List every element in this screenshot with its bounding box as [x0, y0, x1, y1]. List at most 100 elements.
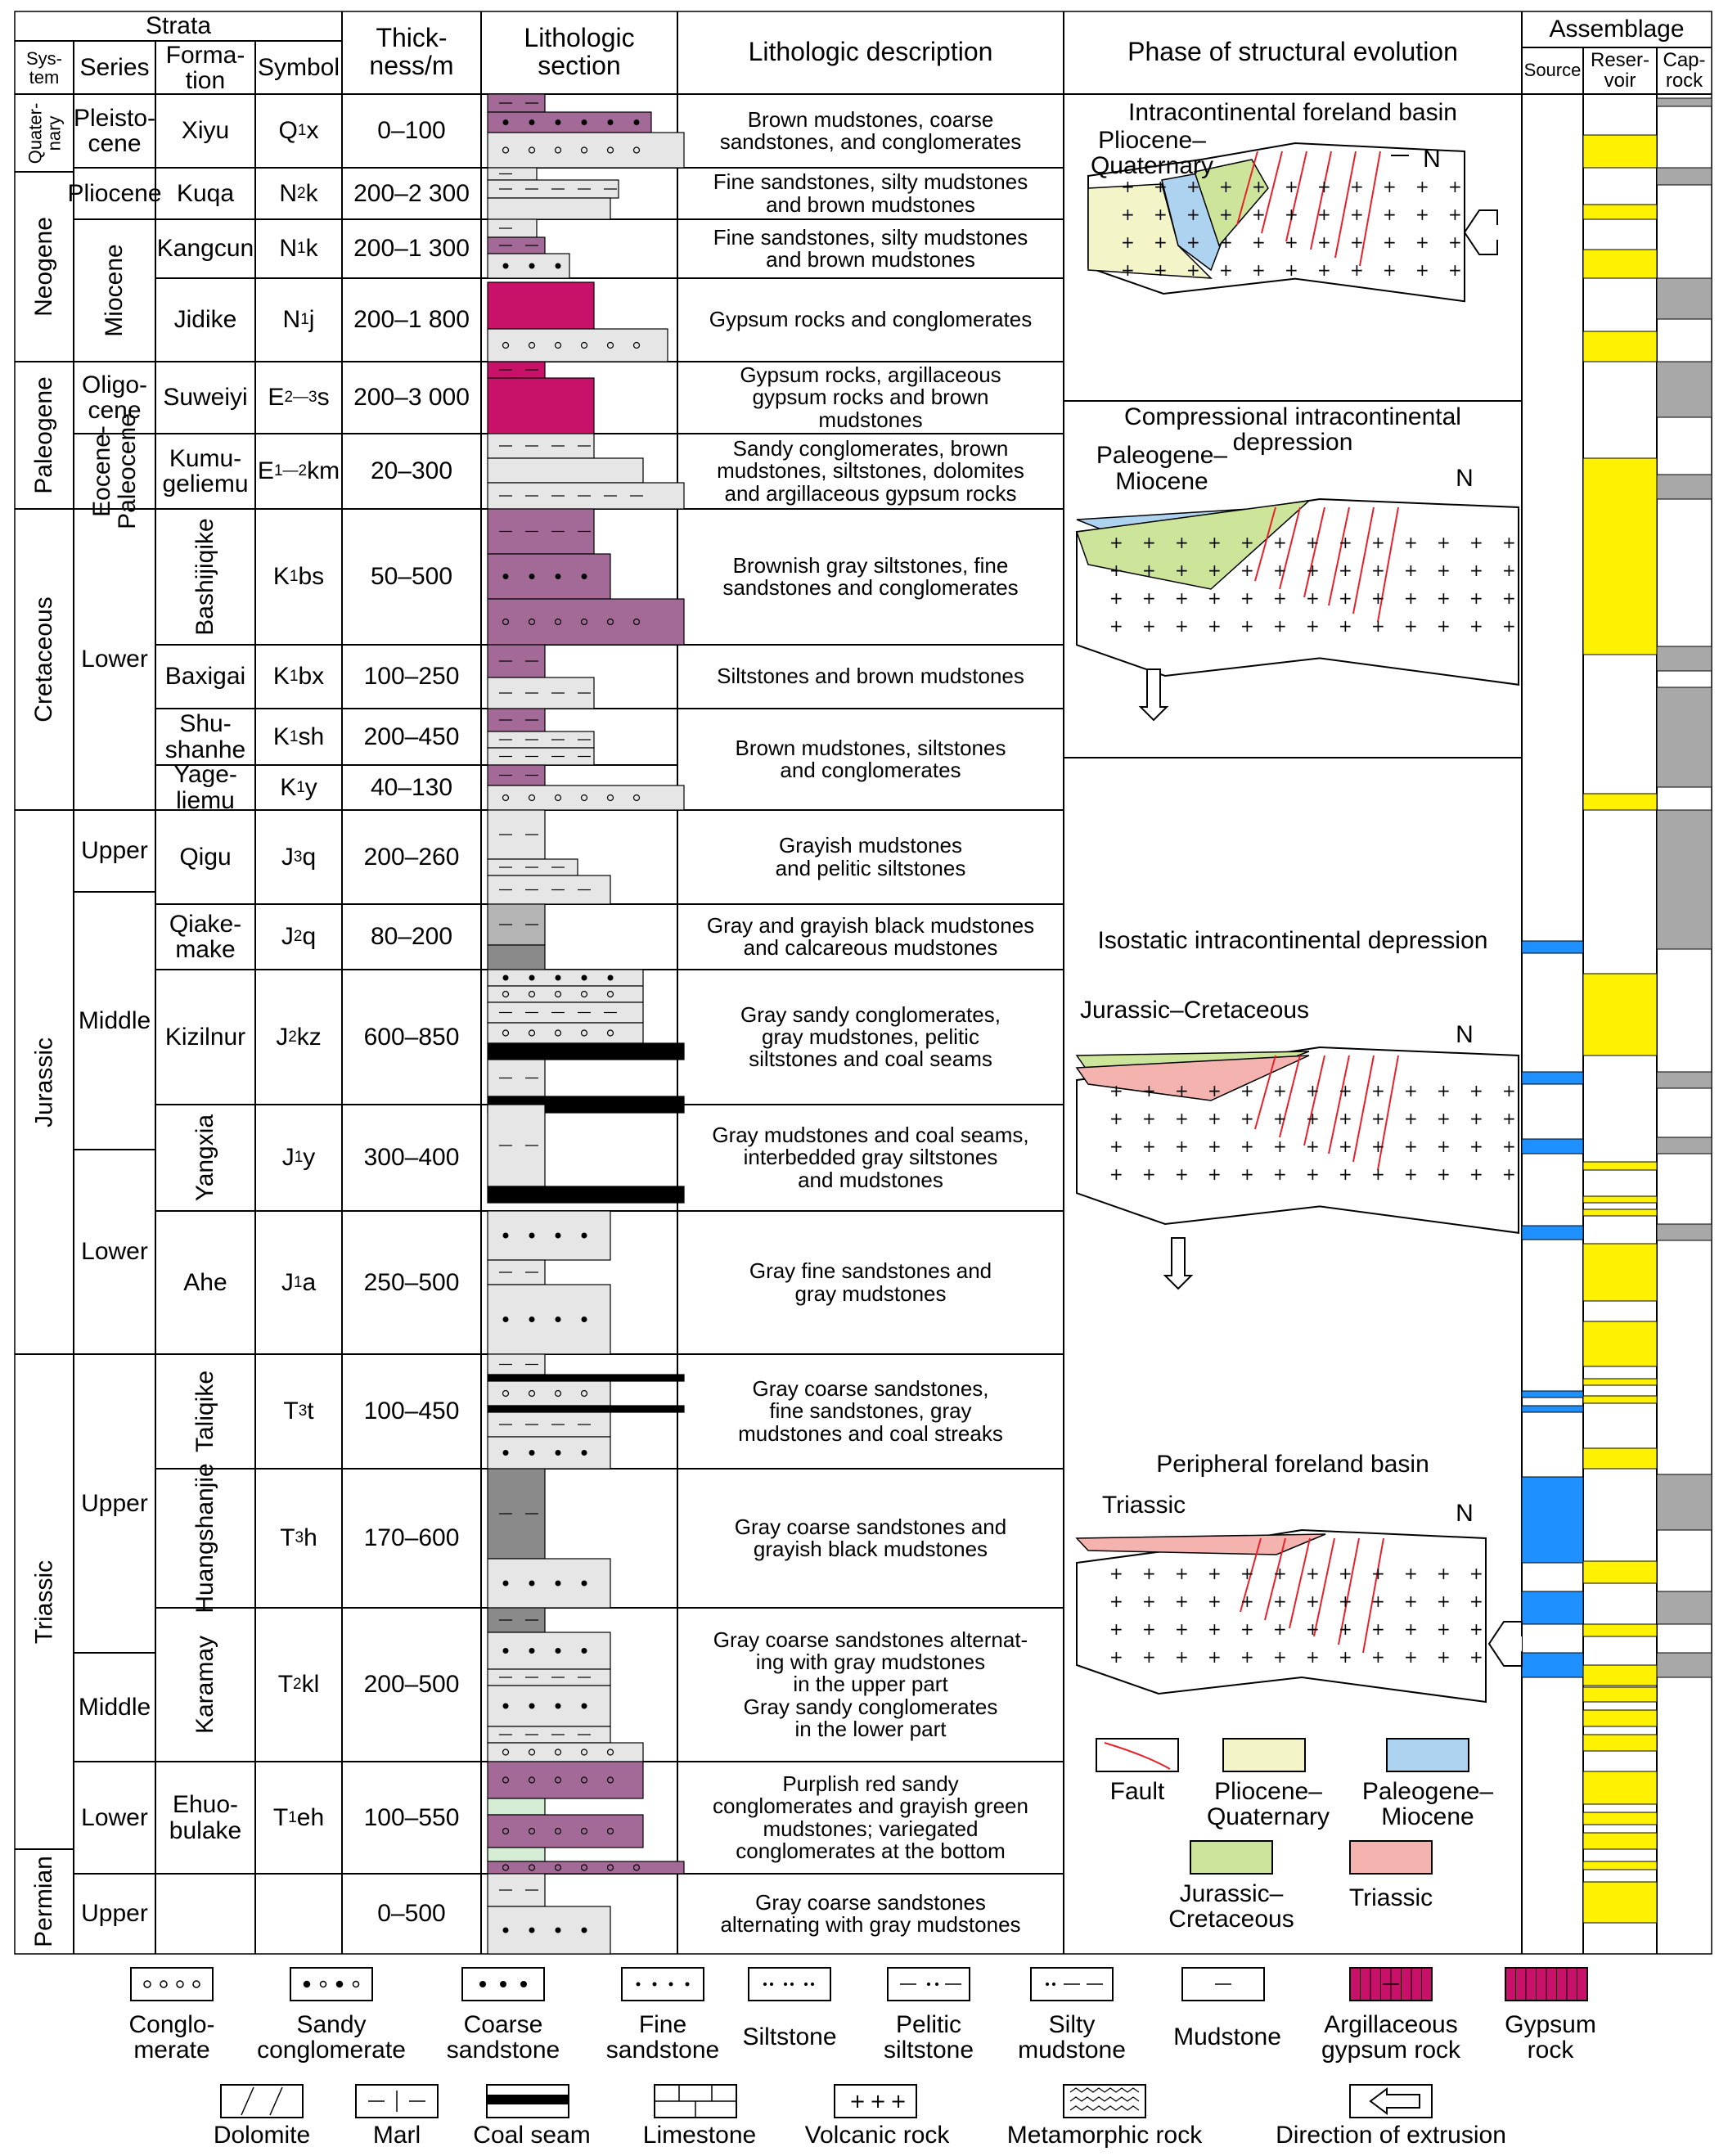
conglomerate-mark	[528, 341, 536, 349]
lithology-bed-fill	[487, 281, 595, 330]
reservoir-interval	[1582, 1395, 1658, 1404]
volcanic-cross: +	[1404, 1164, 1418, 1184]
volcanic-cross: +	[1371, 1619, 1385, 1639]
sediment-layer	[1075, 499, 1312, 590]
volcanic-cross: +	[1273, 533, 1287, 552]
lithology-bed	[487, 785, 685, 811]
sand-mark	[607, 119, 614, 125]
series-name: Lower	[81, 1803, 148, 1831]
volcanic-cross: +	[1208, 616, 1222, 636]
volcanic-cross: +	[1109, 1109, 1123, 1128]
conglomerate-mark	[580, 794, 588, 802]
reservoir-interval	[1582, 1709, 1658, 1727]
volcanic-cross: +	[1142, 533, 1156, 552]
volcanic-cross: +	[1175, 1591, 1189, 1611]
lithology-bed	[487, 179, 619, 199]
caprock-interval	[1656, 167, 1712, 186]
legend-label: Direction of extrusion	[1276, 2122, 1506, 2149]
volcanic-cross: +	[1142, 1564, 1156, 1583]
volcanic-cross: +	[1339, 616, 1352, 636]
formation-name: Yangxia	[191, 1114, 219, 1202]
volcanic-cross: +	[1154, 232, 1168, 252]
conglomerate-mark	[580, 1389, 588, 1398]
thickness-value: 200–2 300	[353, 179, 470, 207]
volcanic-cross: +	[1404, 1564, 1418, 1583]
conglomerate-mark	[502, 794, 510, 802]
legend-mark	[160, 1980, 168, 1988]
lithology-bed	[487, 1814, 644, 1848]
header-series: Series	[79, 54, 150, 82]
lithology-bed	[487, 1906, 611, 1955]
volcanic-cross: +	[1502, 1081, 1516, 1101]
volcanic-cross: +	[1469, 533, 1483, 552]
phase2-section: + + + + + + + + + + + + + + + + + + + + + + + + + + + + + + + + + + + + + + + +…	[1075, 497, 1519, 686]
volcanic-cross: +	[1502, 616, 1516, 636]
volcanic-cross: +	[1469, 588, 1483, 608]
series-name: Miocene	[101, 244, 128, 337]
volcanic-cross: +	[1317, 260, 1331, 280]
volcanic-cross: +	[1306, 1137, 1320, 1156]
legend-label: Fine sandstone	[605, 2010, 720, 2064]
volcanic-cross: +	[1142, 616, 1156, 636]
volcanic-cross: +	[1437, 1137, 1451, 1156]
conglomerate-mark	[554, 341, 562, 349]
volcanic-cross: +	[1121, 232, 1135, 252]
conglomerate-mark	[580, 1749, 588, 1756]
thickness-value: 100–550	[363, 1803, 460, 1831]
volcanic-cross: +	[1175, 1109, 1189, 1128]
sand-mark	[633, 119, 640, 125]
fault-line	[1352, 506, 1375, 614]
phase-legend-label: Triassic	[1348, 1884, 1433, 1912]
thickness-value: 200–450	[363, 722, 460, 750]
volcanic-cross: +	[1208, 1109, 1222, 1128]
phase-title: Isostatic intracontinental depression	[1097, 927, 1488, 955]
sand-mark	[529, 1232, 535, 1239]
volcanic-cross: +	[1383, 205, 1397, 224]
conglomerate-mark	[528, 1827, 536, 1835]
volcanic-cross: +	[1437, 560, 1451, 580]
volcanic-cross: +	[1448, 177, 1462, 196]
fault-line	[1289, 1537, 1311, 1629]
paleogene-miocene-swatch	[1386, 1738, 1469, 1772]
volcanic-cross: +	[1208, 588, 1222, 608]
lithology-bed	[487, 1558, 611, 1609]
volcanic-cross: +	[1437, 616, 1451, 636]
legend-label: Limestone	[642, 2122, 757, 2149]
volcanic-cross: +	[1273, 1619, 1287, 1639]
series-name: Oligo- cene	[81, 371, 148, 424]
volcanic-cross: +	[1306, 588, 1320, 608]
volcanic-cross: +	[1154, 260, 1168, 280]
lithology-bed	[487, 1861, 685, 1875]
phase-label: Paleogene– Miocene	[1096, 442, 1228, 495]
conglomerate-mark	[502, 341, 510, 349]
volcanic-cross: +	[1142, 1591, 1156, 1611]
legend-mark	[241, 2086, 254, 2116]
formation-symbol: E 1—2 km	[257, 457, 340, 485]
sand-mark	[581, 1232, 587, 1239]
volcanic-cross: +	[1437, 1591, 1451, 1611]
lithologic-description: Gray coarse sandstones alternat- ing wit…	[713, 1627, 1028, 1741]
system-name: Quater- nary	[24, 102, 64, 164]
lithology-bed	[487, 644, 546, 678]
volcanic-cross: +	[1404, 1647, 1418, 1667]
conglomerate-mark	[528, 1864, 536, 1871]
thickness-value: 0–100	[377, 117, 446, 145]
volcanic-cross: +	[1502, 588, 1516, 608]
formation-name: Huangshanjie	[191, 1463, 219, 1614]
volcanic-cross: +	[1437, 1647, 1451, 1667]
header-system: Sys- tem	[26, 47, 62, 88]
volcanic-cross: +	[1186, 205, 1200, 224]
thickness-value: 0–500	[377, 1900, 446, 1928]
conglomerate-mark	[528, 1029, 536, 1037]
conglomerate-mark	[554, 1864, 562, 1871]
sand-mark	[529, 1317, 535, 1322]
legend-mark	[1069, 2087, 1140, 2093]
legend-mark	[770, 1983, 773, 1986]
conglomerate-mark	[528, 146, 536, 154]
lithology-bed-fill	[487, 1861, 685, 1875]
volcanic-cross: +	[1219, 232, 1233, 252]
caprock-interval	[1656, 646, 1712, 672]
volcanic-cross: +	[1154, 177, 1168, 196]
legend-mark: +	[890, 2090, 907, 2113]
